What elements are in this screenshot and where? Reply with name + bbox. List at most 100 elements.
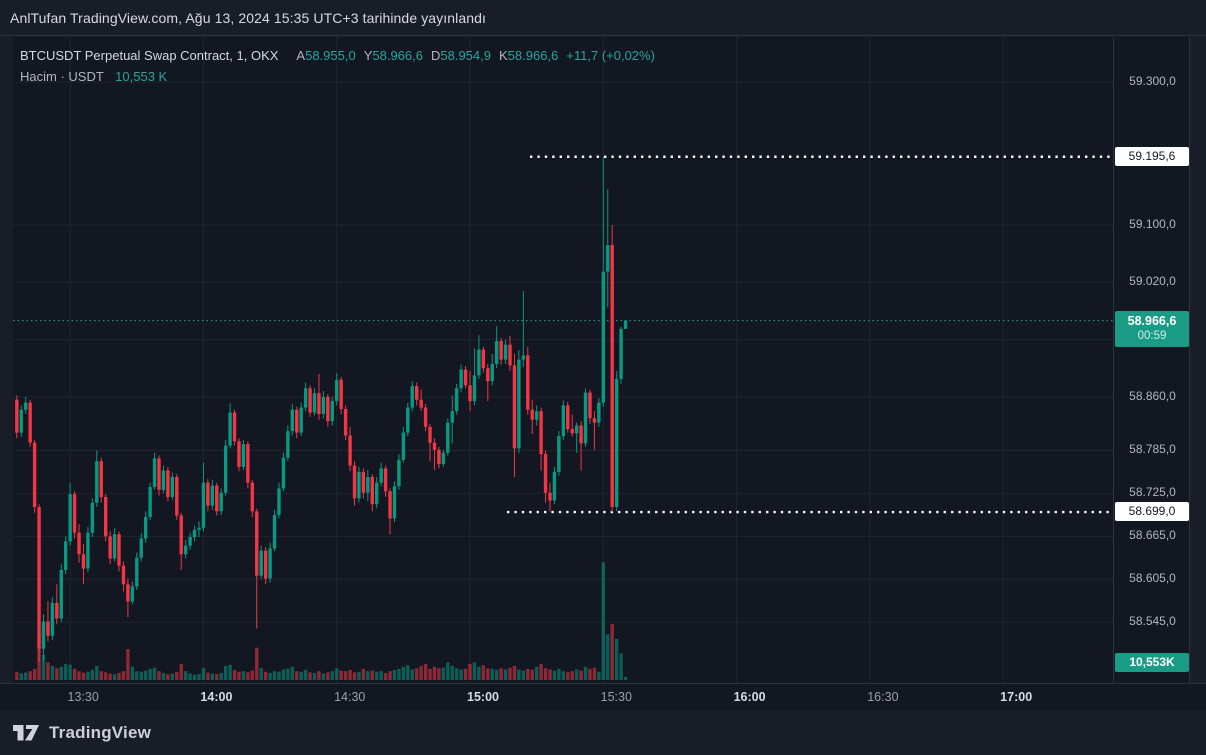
candle-body — [432, 442, 437, 450]
volume-bar — [157, 671, 161, 680]
volume-bar — [321, 673, 326, 680]
candle-body — [223, 445, 228, 493]
candle-body — [406, 407, 410, 433]
volume-bar — [401, 666, 406, 680]
candle-body — [526, 355, 530, 410]
candle-body — [237, 441, 241, 467]
volume-bar — [503, 669, 508, 680]
time-axis[interactable]: 13:30 14:00 14:30 15:00 15:30 16:00 16:30 17:00 — [0, 683, 1206, 710]
volume-bar — [366, 671, 370, 680]
volume-bar — [72, 668, 77, 680]
volume-bar — [446, 662, 450, 680]
volume-bar — [161, 672, 166, 680]
symbol-title[interactable]: BTCUSDT Perpetual Swap Contract, 1, OKX — [20, 48, 279, 63]
candle-body — [197, 527, 201, 530]
volume-bar — [130, 666, 135, 680]
candle-body — [415, 386, 419, 400]
volume-bar — [512, 665, 517, 680]
candle-body — [308, 388, 312, 413]
candle-body — [299, 407, 303, 433]
footer-brand[interactable]: TradingView — [13, 721, 151, 745]
candle-body — [534, 411, 539, 420]
volume-bar — [135, 671, 139, 680]
volume-bar — [197, 674, 201, 680]
volume-bar — [450, 665, 454, 680]
volume-bar — [335, 668, 339, 680]
price-tick-label: 59.100,0 — [1129, 217, 1176, 232]
volume-bar — [24, 672, 28, 680]
volume-bar — [68, 664, 72, 680]
volume-bar — [237, 671, 241, 680]
volume-bar — [103, 672, 108, 680]
volume-bar — [348, 670, 352, 680]
candlestick-chart-canvas[interactable] — [13, 37, 1113, 683]
volume-bar — [263, 671, 268, 680]
volume-bar — [610, 624, 614, 680]
volume-bar — [463, 668, 468, 680]
candle-body — [597, 402, 601, 423]
volume-bar — [210, 673, 215, 680]
volume-bar — [530, 669, 534, 680]
volume-bar — [255, 647, 259, 680]
volume-bar — [339, 670, 343, 680]
volume-value: 10,553 K — [115, 69, 168, 84]
candle-body — [494, 341, 499, 364]
volume-bar — [557, 668, 561, 680]
price-axis[interactable]: 59.300,0 59.100,0 59.020,0 58.860,0 58.785,0… — [1113, 37, 1190, 683]
volume-bar — [570, 671, 574, 680]
candle-body — [103, 496, 108, 537]
close-label: K — [498, 48, 508, 63]
volume-bar — [228, 664, 232, 680]
volume-bar — [410, 669, 414, 680]
candle-body — [543, 454, 548, 493]
candle-body — [50, 602, 55, 636]
price-tick-label: 58.605,0 — [1129, 571, 1176, 586]
volume-bar — [583, 666, 588, 680]
price-tick-label: 59.300,0 — [1129, 74, 1176, 89]
volume-bar — [152, 667, 157, 680]
volume-bar — [521, 670, 526, 680]
candle-body — [201, 482, 206, 528]
candle-body — [303, 388, 308, 408]
volume-bar — [108, 673, 112, 680]
volume-bar — [179, 663, 183, 680]
candle-body — [219, 492, 223, 512]
volume-bar — [619, 653, 623, 680]
volume-bar — [406, 665, 410, 680]
candle-body — [370, 476, 374, 505]
volume-bar — [241, 671, 246, 680]
candle-body — [570, 429, 574, 434]
candle-body — [441, 452, 446, 465]
volume-bar — [223, 665, 228, 680]
candle-body — [108, 536, 112, 559]
candle-body — [130, 586, 135, 602]
volume-bar — [379, 671, 383, 680]
volume-bar — [277, 671, 281, 680]
volume-bar — [454, 668, 459, 680]
last-price-label: 58.966,6 00:59 — [1115, 310, 1189, 347]
candle-body — [423, 407, 428, 427]
volume-bar — [361, 668, 366, 680]
candle-body — [375, 482, 379, 505]
footer-brand-text: TradingView — [49, 723, 152, 742]
candle-body — [592, 418, 597, 423]
candle-body — [188, 537, 192, 546]
candle-body — [215, 485, 219, 512]
candle-body — [19, 409, 23, 433]
volume-label: Hacim · USDT — [20, 69, 104, 84]
volume-bar — [534, 666, 539, 680]
volume-bar — [561, 671, 566, 680]
page-bottom-area — [0, 710, 1206, 755]
candle-body — [499, 341, 503, 360]
candle-body — [428, 426, 432, 443]
candle-body — [379, 468, 383, 483]
candle-body — [352, 465, 357, 499]
volume-bar — [317, 671, 321, 680]
volume-bar — [32, 668, 37, 680]
candle-body — [392, 486, 397, 519]
volume-bar — [472, 662, 477, 680]
candle-body — [383, 468, 388, 492]
volume-bar — [268, 672, 272, 680]
volume-bar — [499, 668, 503, 680]
volume-bar — [481, 665, 486, 680]
